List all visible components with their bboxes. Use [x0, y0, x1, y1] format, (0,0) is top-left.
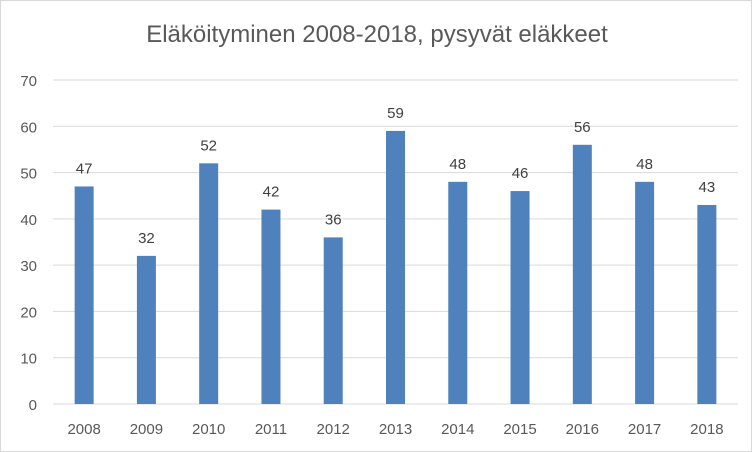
- x-tick-label: 2013: [379, 421, 412, 438]
- y-tick-label: 0: [29, 397, 37, 414]
- bar: [572, 144, 592, 405]
- x-tick-label: 2012: [317, 421, 350, 438]
- x-tick-label: 2014: [441, 421, 474, 438]
- x-tick-label: 2016: [566, 421, 599, 438]
- y-tick-label: 50: [20, 166, 37, 183]
- bar: [74, 186, 94, 404]
- y-tick-label: 40: [20, 212, 37, 229]
- x-tick-label: 2009: [130, 421, 163, 438]
- bar: [136, 255, 156, 404]
- x-tick-label: 2008: [67, 421, 100, 438]
- x-tick-label: 2017: [628, 421, 661, 438]
- data-label: 59: [387, 105, 404, 122]
- data-label: 42: [263, 184, 280, 201]
- bar: [448, 181, 468, 404]
- bar: [697, 204, 717, 404]
- y-tick-label: 10: [20, 351, 37, 368]
- data-label: 56: [574, 119, 591, 136]
- bar: [386, 130, 405, 404]
- x-tick-label: 2010: [192, 421, 225, 438]
- y-tick-label: 30: [20, 258, 37, 275]
- y-tick-label: 60: [20, 119, 37, 136]
- x-tick-label: 2018: [690, 421, 723, 438]
- chart-title: Eläköityminen 2008-2018, pysyvät eläkkee…: [146, 21, 608, 48]
- y-tick-label: 70: [20, 73, 37, 90]
- data-label: 46: [512, 165, 529, 182]
- data-label: 43: [699, 179, 716, 196]
- y-tick-label: 20: [20, 304, 37, 321]
- bar: [323, 237, 343, 404]
- bar: [510, 191, 530, 404]
- x-tick-label: 2011: [255, 421, 287, 438]
- data-label: 36: [325, 211, 342, 228]
- data-label: 47: [76, 160, 93, 177]
- data-label: 52: [200, 137, 217, 154]
- data-label: 48: [449, 156, 466, 173]
- data-label: 32: [138, 230, 155, 247]
- bar: [261, 209, 281, 404]
- x-tick-label: 2015: [503, 421, 536, 438]
- data-label: 48: [636, 156, 653, 173]
- bar: [199, 163, 219, 404]
- bar: [635, 181, 655, 404]
